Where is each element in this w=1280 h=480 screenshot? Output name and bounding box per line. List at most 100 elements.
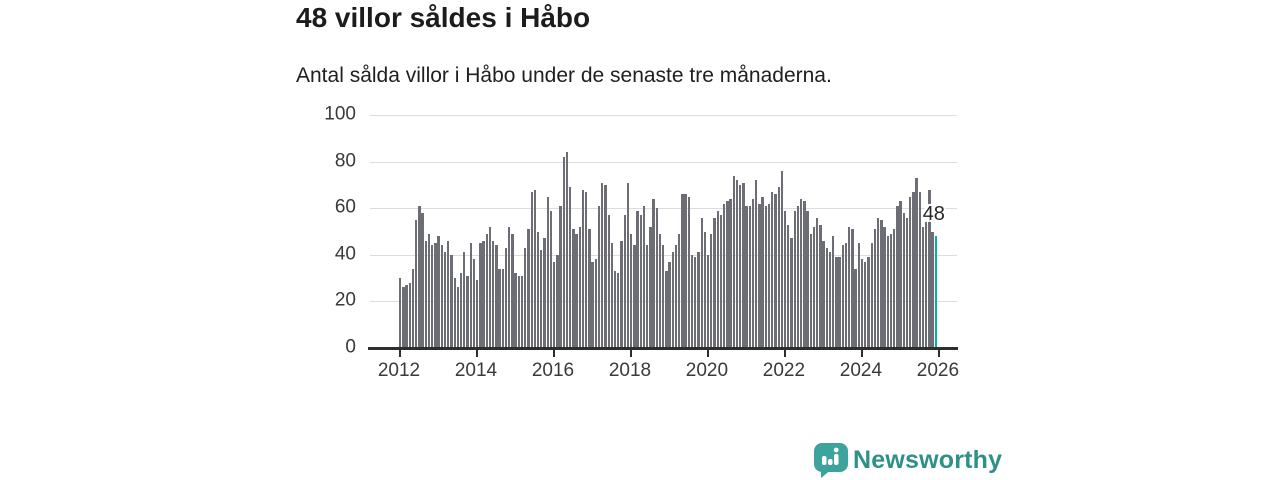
bar [799, 198, 803, 348]
bar [578, 226, 581, 348]
bar [767, 203, 771, 348]
bar [719, 215, 723, 348]
bar [459, 273, 463, 348]
bar [902, 212, 905, 348]
bar [751, 198, 755, 348]
bar [771, 191, 774, 348]
bar [405, 285, 408, 348]
bar [402, 287, 405, 348]
x-axis-tick-2014 [475, 349, 478, 357]
bar [530, 191, 533, 348]
gridline-y-80 [370, 161, 957, 163]
bar [921, 226, 925, 348]
bar [780, 170, 784, 348]
bar [495, 245, 498, 348]
bar [617, 273, 620, 348]
bar [540, 250, 543, 348]
x-axis-label-2022: 2022 [762, 360, 806, 381]
bar [482, 240, 485, 348]
bar [899, 201, 902, 348]
bar [915, 177, 918, 348]
bar [549, 210, 553, 348]
bar [543, 238, 546, 348]
bar [912, 191, 915, 348]
bar [694, 257, 697, 348]
bar [652, 198, 655, 348]
bar [729, 198, 732, 348]
bar [876, 217, 880, 348]
y-axis-label-100: 100 [324, 103, 356, 125]
x-axis-label-2014: 2014 [454, 360, 498, 381]
bar [533, 189, 537, 348]
bar [828, 252, 832, 348]
bar [806, 210, 809, 348]
bar [787, 224, 790, 348]
bar [844, 243, 848, 348]
bar [556, 254, 559, 348]
bar [713, 217, 716, 348]
bar [819, 224, 822, 348]
bar [892, 229, 896, 348]
bar [684, 194, 687, 348]
bar [860, 259, 864, 348]
bar [437, 236, 440, 348]
bar [517, 275, 521, 348]
bar [809, 233, 812, 348]
chart-subtitle: Antal sålda villor i Håbo under de senas… [296, 64, 832, 87]
x-axis-tick-2024 [860, 349, 863, 357]
bar [880, 219, 883, 348]
bar [469, 243, 472, 348]
bar [447, 240, 450, 348]
bar [896, 205, 899, 348]
bar [710, 233, 713, 348]
bar [565, 152, 569, 348]
bar [793, 210, 796, 348]
bar [931, 231, 934, 348]
bar [816, 217, 819, 348]
bar [697, 252, 700, 348]
x-axis-label-2024: 2024 [839, 360, 883, 381]
bar [742, 182, 745, 348]
bar [597, 205, 601, 348]
bar [588, 229, 591, 348]
bar [466, 275, 469, 348]
bar [591, 261, 594, 348]
bar [408, 282, 411, 348]
x-axis-tick-2026 [937, 349, 940, 357]
bar [601, 182, 604, 348]
bar [918, 191, 921, 348]
bar [774, 194, 777, 348]
bar [450, 254, 453, 348]
bar [745, 205, 748, 348]
x-axis-tick-2016 [552, 349, 555, 357]
bar [658, 233, 662, 348]
bar [928, 189, 931, 348]
bar [735, 180, 739, 348]
x-axis-label-2016: 2016 [531, 360, 575, 381]
bar [783, 210, 787, 348]
bar [671, 252, 674, 348]
bar [726, 201, 729, 348]
y-axis-label-20: 20 [334, 289, 356, 311]
bar [536, 231, 540, 348]
x-axis-label-2012: 2012 [377, 360, 421, 381]
bar [575, 233, 578, 348]
x-axis-tick-2022 [783, 349, 786, 357]
bar [841, 245, 844, 348]
bar [812, 226, 816, 348]
latest-value-label: 48 [922, 203, 945, 225]
bar [498, 268, 501, 348]
bar [552, 261, 556, 348]
bar [678, 233, 681, 348]
bar [623, 215, 626, 348]
bar [873, 229, 877, 348]
bar [864, 261, 867, 348]
bar [639, 215, 642, 348]
bar [620, 240, 623, 348]
gridline-y-100 [370, 115, 957, 116]
bar [883, 226, 886, 348]
bar [607, 215, 610, 348]
x-axis-tick-2020 [706, 349, 709, 357]
bar [764, 205, 768, 348]
bar [527, 229, 530, 348]
